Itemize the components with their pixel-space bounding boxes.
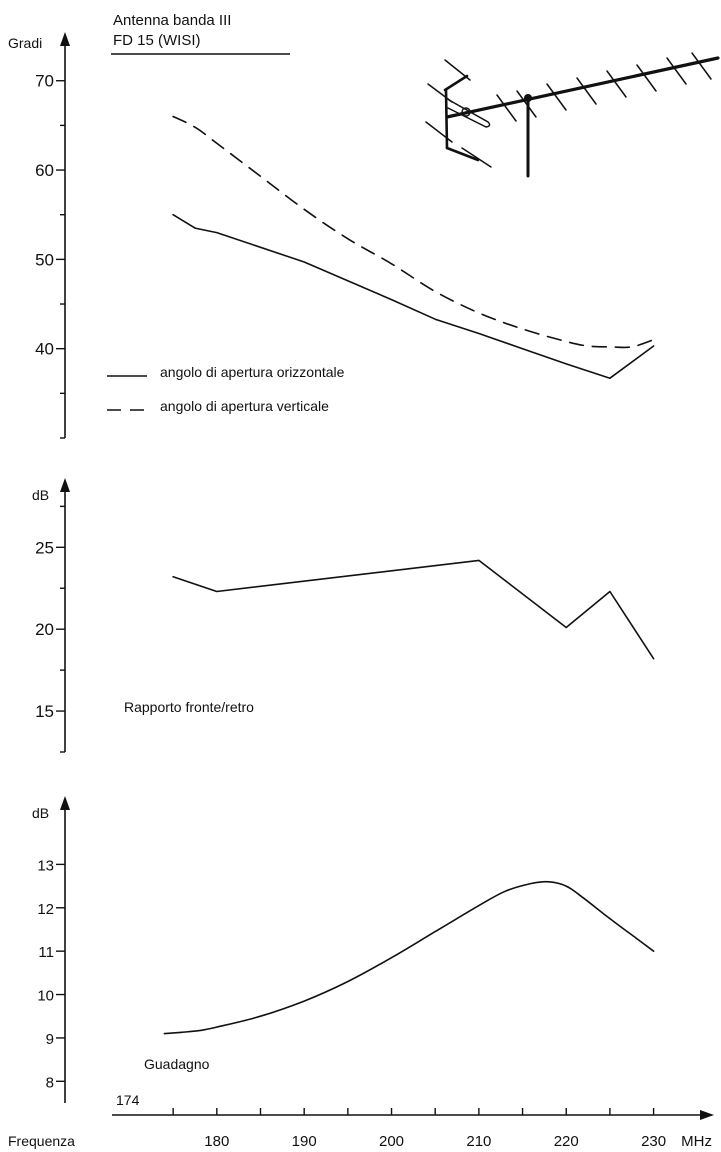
- front-back-y-ticks: 15 20 25: [35, 505, 65, 753]
- beamwidth-series-line-1: [172, 115, 655, 349]
- gain-y-tick-label: 11: [38, 944, 54, 961]
- frequency-x-axis-arrow: [700, 1110, 714, 1120]
- frequency-x-tick-label: 180: [204, 1133, 229, 1150]
- gain-series: [163, 880, 655, 1035]
- antenna-reflector: [425, 59, 492, 168]
- gain-y-tick-label: 10: [37, 988, 54, 1005]
- frequency-unit-label: MHz: [681, 1133, 712, 1150]
- front-back-series: [172, 559, 655, 660]
- header-line-1: Antenna banda III: [113, 12, 231, 29]
- gain-y-tick-label: 8: [46, 1074, 54, 1091]
- front-back-y-label: dB: [32, 487, 49, 503]
- beamwidth-y-tick-label: 60: [35, 161, 54, 180]
- gain-y-label: dB: [32, 805, 49, 821]
- frequency-x-tick-label: 210: [466, 1133, 491, 1150]
- frequency-x-tick-label: 220: [554, 1133, 579, 1150]
- legend-solid-label: angolo di apertura orizzontale: [160, 364, 345, 380]
- front-back-y-tick-label: 15: [35, 702, 54, 721]
- front-back-y-axis-arrow: [60, 478, 70, 492]
- yagi-antenna-icon: [425, 52, 720, 178]
- gain-y-tick-label: 12: [37, 901, 54, 918]
- frequency-axis: 180 190 200 210 220 230 Frequenza MHz: [8, 1108, 714, 1150]
- antenna-directors: [496, 52, 712, 122]
- beamwidth-series-line-0: [172, 213, 655, 379]
- gain-start-label: 174: [116, 1092, 140, 1108]
- front-back-annotation: Rapporto fronte/retro: [124, 699, 254, 715]
- legend-dashed-label: angolo di apertura verticale: [160, 398, 329, 414]
- antenna-clamp: [524, 94, 532, 102]
- frequency-x-tick-label: 230: [641, 1133, 666, 1150]
- front-back-panel: dB 15 20 25 Rapporto fronte/retro: [32, 478, 655, 753]
- antenna-boom: [445, 56, 720, 119]
- frequency-x-label: Frequenza: [8, 1133, 75, 1149]
- frequency-x-tick-label: 200: [379, 1133, 404, 1150]
- gain-panel: dB 8 9 10 11 12 13 174 Guadagno: [32, 796, 655, 1108]
- beamwidth-y-axis-arrow: [60, 32, 70, 46]
- front-back-y-tick-label: 25: [35, 538, 54, 557]
- gain-y-axis-arrow: [60, 796, 70, 810]
- gain-annotation: Guadagno: [144, 1056, 210, 1072]
- beamwidth-y-tick-label: 40: [35, 340, 54, 359]
- front-back-series-line-0: [172, 559, 655, 660]
- gain-y-tick-label: 13: [37, 857, 54, 874]
- beamwidth-y-tick-label: 50: [35, 250, 54, 269]
- gain-y-tick-label: 9: [46, 1031, 54, 1048]
- frequency-x-ticks: 180 190 200 210 220 230: [172, 1108, 666, 1150]
- gain-y-ticks: 8 9 10 11 12 13: [37, 857, 65, 1091]
- header-line-2: FD 15 (WISI): [113, 32, 201, 49]
- beamwidth-y-ticks: 40 50 60 70: [35, 72, 65, 439]
- gain-series-line-0: [163, 880, 655, 1035]
- beamwidth-y-tick-label: 70: [35, 72, 54, 91]
- antenna-dipole: [447, 99, 491, 128]
- beamwidth-series: [172, 115, 655, 379]
- frequency-x-tick-label: 190: [292, 1133, 317, 1150]
- beamwidth-panel: Gradi 40 50 60 70 angolo di apertura orizzo…: [8, 32, 655, 439]
- beamwidth-legend: angolo di apertura orizzontale angolo di…: [107, 364, 345, 414]
- beamwidth-y-label: Gradi: [8, 35, 42, 51]
- figure-header: Antenna banda III FD 15 (WISI): [111, 12, 290, 55]
- front-back-y-tick-label: 20: [35, 620, 54, 639]
